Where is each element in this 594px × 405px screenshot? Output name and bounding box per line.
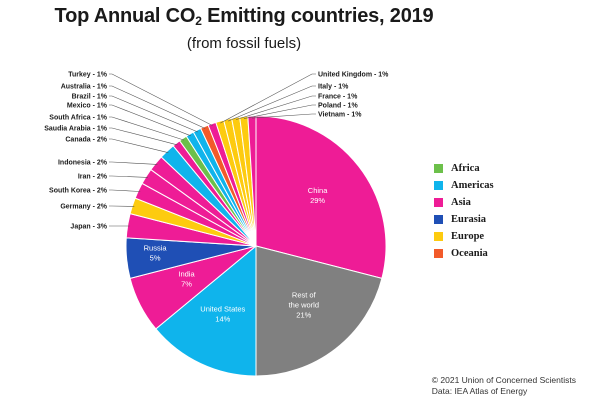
slice-label-russia: Russia 5% xyxy=(144,244,168,263)
leader-canada-2 xyxy=(109,138,169,153)
slice-label-germany-2: Germany - 2% xyxy=(60,204,107,211)
footer: © 2021 Union of Concerned Scientists Dat… xyxy=(432,375,576,397)
leader-south-africa-1 xyxy=(109,116,185,141)
legend-item: Eurasia xyxy=(434,211,494,228)
slice-label-canada-2: Canada - 2% xyxy=(65,137,107,144)
leader-vietnam-1 xyxy=(251,113,316,119)
slice-label-australia-1: Australia - 1% xyxy=(61,84,108,91)
legend-label: Africa xyxy=(451,163,480,174)
slice-label-united-kingdom-1: United Kingdom - 1% xyxy=(318,72,389,79)
legend-item: Europe xyxy=(434,228,494,245)
leader-saudia-arabia-1 xyxy=(109,127,178,146)
leader-mexico-1 xyxy=(109,104,191,137)
chart-title: Top Annual CO2 Emitting countries, 2019 xyxy=(0,5,488,28)
leader-italy-1 xyxy=(227,85,316,122)
legend-swatch xyxy=(434,164,443,173)
legend-swatch xyxy=(434,249,443,258)
legend-label: Asia xyxy=(451,197,471,208)
leader-australia-1 xyxy=(109,85,206,129)
legend-item: Africa xyxy=(434,160,494,177)
legend-swatch xyxy=(434,181,443,190)
legend-item: Americas xyxy=(434,177,494,194)
legend-label: Americas xyxy=(451,180,494,191)
leader-south-korea-2 xyxy=(109,189,141,192)
legend-item: Oceania xyxy=(434,245,494,262)
slice-label-italy-1: Italy - 1% xyxy=(318,84,349,91)
slice-label-india: India 7% xyxy=(178,269,195,288)
leader-brazil-1 xyxy=(109,95,199,133)
slice-label-indonesia-2: Indonesia - 2% xyxy=(58,160,108,167)
slice-label-saudia-arabia-1: Saudia Arabia - 1% xyxy=(44,126,108,133)
slice-label-iran-2: Iran - 2% xyxy=(78,174,108,181)
slice-label-south-korea-2: South Korea - 2% xyxy=(49,188,108,195)
title-rest: Emitting countries, 2019 xyxy=(201,5,434,27)
data-source-text: Data: IEA Atlas of Energy xyxy=(431,386,528,396)
slice-label-rest-of-the-world: Rest of the world 21% xyxy=(289,291,319,320)
legend: Africa Americas Asia Eurasia Europe Ocea… xyxy=(434,160,494,262)
legend-swatch xyxy=(434,215,443,224)
leader-turkey-1 xyxy=(109,73,213,126)
slice-label-south-africa-1: South Africa - 1% xyxy=(49,115,107,122)
slice-labels: China 29% Rest of the world 21% United States… xyxy=(44,72,389,324)
copyright-text: © 2021 Union of Concerned Scientists xyxy=(431,375,576,385)
pie-slices xyxy=(125,115,387,377)
title-main: Top Annual CO xyxy=(54,5,196,27)
slice-label-vietnam-1: Vietnam - 1% xyxy=(318,112,362,119)
slice-label-brazil-1: Brazil - 1% xyxy=(72,94,108,101)
legend-item: Asia xyxy=(434,194,494,211)
slice-china xyxy=(255,115,387,279)
legend-label: Eurasia xyxy=(451,214,487,225)
slice-rest-of-the-world xyxy=(255,245,383,377)
leader-indonesia-2 xyxy=(109,161,158,165)
legend-swatch xyxy=(434,198,443,207)
slice-united-states xyxy=(155,244,257,377)
slice-label-mexico-1: Mexico - 1% xyxy=(67,103,108,110)
slice-label-poland-1: Poland - 1% xyxy=(318,103,358,110)
title-subscript: 2 xyxy=(195,14,202,28)
slice-label-france-1: France - 1% xyxy=(318,94,358,101)
chart-subtitle: (from fossil fuels) xyxy=(186,35,302,52)
slice-label-united-states: United States 14% xyxy=(200,305,245,324)
legend-label: Europe xyxy=(451,231,485,242)
leader-lines xyxy=(109,73,316,227)
legend-label: Oceania xyxy=(451,248,488,259)
leader-poland-1 xyxy=(243,104,316,119)
leader-united-kingdom-1 xyxy=(220,73,316,124)
leader-france-1 xyxy=(235,95,316,120)
slice-label-turkey-1: Turkey - 1% xyxy=(68,72,108,79)
leader-iran-2 xyxy=(109,175,148,178)
slice-label-china: China 29% xyxy=(308,186,328,205)
slice-label-japan-3: Japan - 3% xyxy=(70,224,107,231)
legend-swatch xyxy=(434,232,443,241)
